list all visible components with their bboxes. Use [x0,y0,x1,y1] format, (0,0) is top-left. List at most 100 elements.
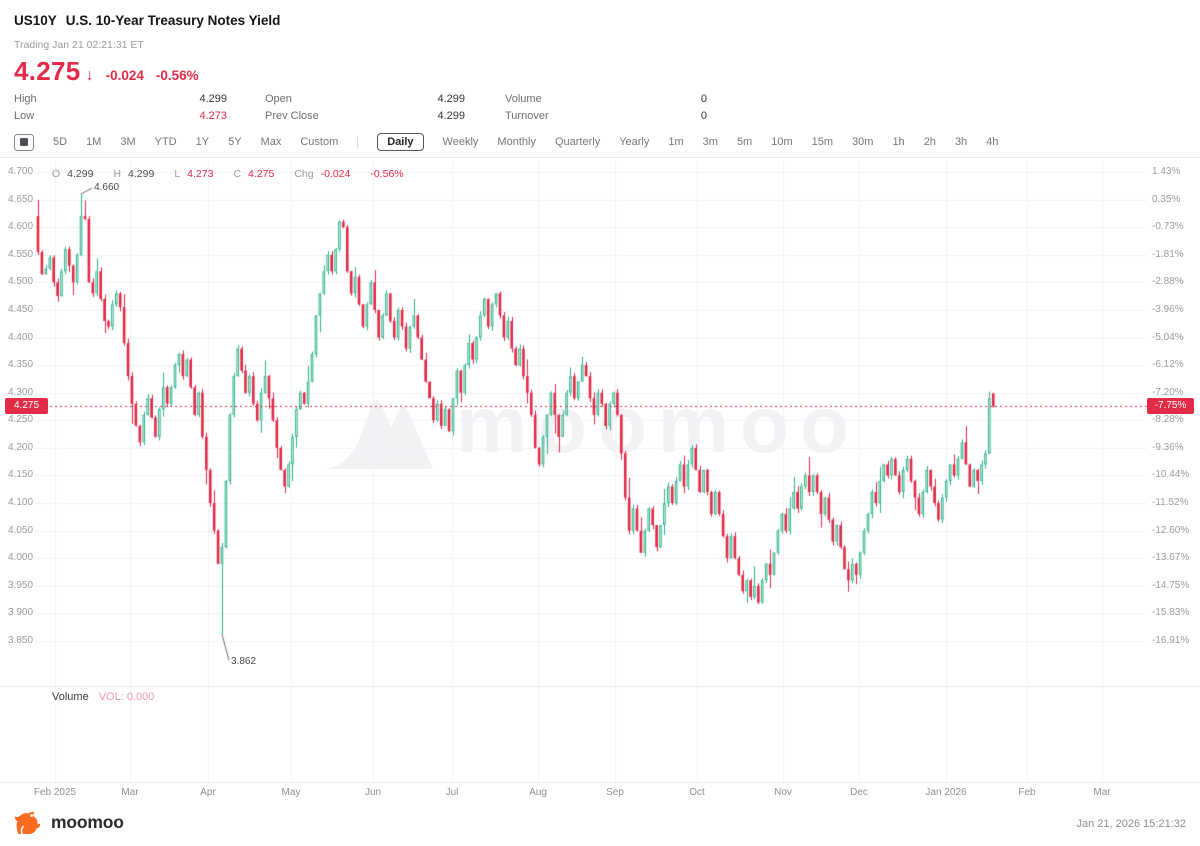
y-axis-right-tick: -6.12% [1152,359,1184,371]
x-axis-month-tick: May [281,787,301,798]
candlestick-canvas[interactable] [0,158,1200,792]
x-axis-month-tick: Mar [121,787,139,798]
y-axis-left-tick: 4.650 [8,193,34,205]
y-axis-right-tick: 0.35% [1152,193,1181,205]
y-axis-right-tick: -15.83% [1152,607,1190,619]
timeframe-1m[interactable]: 1m [668,136,684,148]
timeframe-ytd[interactable]: YTD [154,136,177,148]
timeframe-3m[interactable]: 3m [702,136,718,148]
y-axis-left-tick: 4.600 [8,221,34,233]
high-label: High [14,93,37,105]
y-axis-left-tick: 4.550 [8,248,34,260]
y-axis-right-tick: -11.52% [1152,497,1189,509]
o-label: O [52,168,61,180]
timeframe-30m[interactable]: 30m [852,136,874,148]
y-axis-right-tick: -10.44% [1152,469,1190,481]
x-axis-month-tick: Oct [689,787,705,798]
volume-pane-value: VOL: 0.000 [98,691,155,703]
y-axis-left-tick: 4.300 [8,386,34,398]
timeframe-3h[interactable]: 3h [954,136,968,148]
y-axis-left-tick: 3.900 [8,607,34,619]
x-axis-month-tick: Feb 2025 [33,787,77,798]
timeframe-yearly[interactable]: Yearly [619,136,650,148]
prev-close-value: 4.299 [437,110,465,122]
y-axis-left-tick: 4.400 [8,331,34,343]
timeframe-1h[interactable]: 1h [892,136,905,148]
x-axis-month-tick: Dec [850,787,868,798]
last-price-row: 4.275 ↓ -0.024 -0.56% [14,56,199,87]
high-value: 4.299 [199,93,227,105]
low-label: Low [14,110,35,122]
y-axis-right-tick: -13.67% [1152,552,1190,564]
y-axis-left-tick: 4.250 [8,414,34,426]
x-axis-month-tick: Mar [1093,787,1111,798]
y-axis-right-tick: -14.75% [1152,579,1190,591]
x-axis-month-tick: Jul [445,787,459,798]
footer-timestamp: Jan 21, 2026 15:21:32 [1076,818,1186,830]
toolbar-divider [0,157,1200,158]
y-axis-left-tick: 3.950 [8,579,34,591]
timeframe-max[interactable]: Max [260,136,282,148]
volume-label: Volume [505,93,542,105]
price-annotation: 3.862 [231,656,257,668]
y-axis-left-tick: 4.100 [8,497,34,509]
timeframe-5d[interactable]: 5D [53,136,68,148]
timeframe-2h[interactable]: 2h [923,136,936,148]
price-change: -0.024 [105,68,144,83]
y-axis-left-tick: 4.450 [8,303,34,315]
volume-pane-label: Volume [52,691,89,703]
y-axis-right-tick: -0.73% [1152,221,1184,233]
y-axis-right-tick: -16.91% [1152,634,1190,646]
l-label: L [174,168,181,180]
timeframe-monthly[interactable]: Monthly [497,136,536,148]
timeframe-1y[interactable]: 1Y [195,136,210,148]
y-axis-right-tick: -5.04% [1152,331,1184,343]
instrument-name: U.S. 10-Year Treasury Notes Yield [65,13,281,28]
y-axis-right-tick: -3.96% [1152,303,1184,315]
timeframe-quarterly[interactable]: Quarterly [554,136,601,148]
y-axis-left-tick: 4.350 [8,359,34,371]
price-annotation: 4.660 [94,182,120,194]
timeframe-10m[interactable]: 10m [771,136,793,148]
footer-brand: moomoo [14,810,124,835]
y-axis-left-tick: 4.000 [8,552,34,564]
y-axis-left-tick: 4.050 [8,524,34,536]
trading-status: Trading Jan 21 02:21:31 ET [14,39,144,51]
x-axis-month-tick: Sep [606,787,624,798]
x-axis-month-tick: Jan 2026 [925,787,967,798]
timeframe-15m[interactable]: 15m [811,136,834,148]
open-value: 4.299 [437,93,465,105]
timeframe-5y[interactable]: 5Y [228,136,242,148]
down-arrow-icon: ↓ [85,67,94,84]
intraday-chart-icon[interactable] [14,133,34,151]
x-axis-month-tick: Feb [1018,787,1036,798]
x-axis-month-tick: Apr [200,787,216,798]
timeframe-5m[interactable]: 5m [736,136,753,148]
timeframe-3m[interactable]: 3M [120,136,136,148]
y-axis-left-tick: 3.850 [8,634,34,646]
y-axis-right-tick: 1.43% [1152,166,1181,177]
timeframe-toolbar: 5D 1M 3M YTD 1Y 5Y Max Custom Daily Weekly Monthly… [14,131,998,153]
footer-brand-name: moomoo [51,812,124,832]
chg-pct-value: -0.56% [370,168,404,180]
chg-value: -0.024 [320,168,351,180]
volume-value: 0 [700,93,707,105]
prev-close-label: Prev Close [265,110,319,122]
percent-axis-tag: -7.75% [1147,398,1194,415]
timeframe-4h[interactable]: 4h [986,136,999,148]
y-axis-right-tick: -12.60% [1152,524,1190,536]
l-value: 4.273 [187,168,214,180]
timeframe-weekly[interactable]: Weekly [442,136,479,148]
ohlc-info-line: O 4.299 H 4.299 L 4.273 C 4.275 Chg -0.0… [52,168,404,180]
timeframe-custom[interactable]: Custom [300,136,339,148]
o-value: 4.299 [67,168,94,180]
moomoo-logo-icon [14,811,41,835]
h-value: 4.299 [128,168,155,180]
y-axis-right-tick: -1.81% [1152,248,1184,260]
timeframe-daily[interactable]: Daily [377,133,424,151]
h-label: H [113,168,122,180]
open-label: Open [265,93,292,105]
x-axis-month-tick: Nov [774,787,792,798]
y-axis-right-tick: -9.36% [1152,441,1184,453]
timeframe-1m[interactable]: 1M [86,136,102,148]
